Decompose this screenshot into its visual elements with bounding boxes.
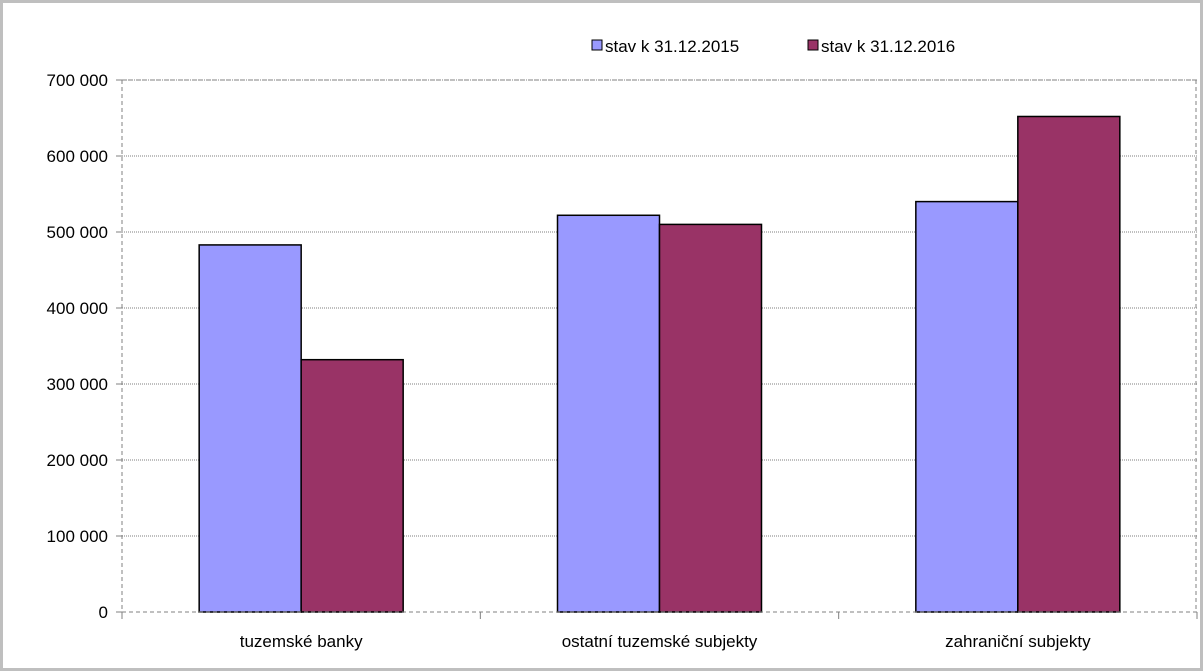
legend-swatch-2 [807,39,819,51]
legend-label-1: stav k 31.12.2015 [605,37,739,56]
bar-2-1 [300,358,404,613]
y-tick-label: 400 000 [47,299,108,318]
bar-2-2 [658,223,763,613]
y-tick-label: 600 000 [47,147,108,166]
y-tick-label: 200 000 [47,451,108,470]
legend-swatch-1 [591,39,603,51]
y-tick-label: 100 000 [47,527,108,546]
bar-1-1 [198,244,302,613]
bar-2-3 [1017,115,1121,613]
x-tick-label: ostatní tuzemské subjekty [562,632,758,651]
y-tick-label: 700 000 [47,71,108,90]
x-tick-label: tuzemské banky [240,632,363,651]
y-tick-label: 300 000 [47,375,108,394]
legend: stav k 31.12.2015 stav k 31.12.2016 [591,37,955,56]
bar-1-2 [556,214,661,613]
x-tick-label: zahraniční subjekty [945,632,1091,651]
legend-label-2: stav k 31.12.2016 [821,37,955,56]
y-axis: 0 100 000 200 000 300 000 400 000 500 000 600 … [47,71,1197,622]
y-tick-label: 500 000 [47,223,108,242]
y-tick-label: 0 [99,603,108,622]
x-axis: tuzemské banky ostatní tuzemské subjekty z… [121,611,1198,651]
bar-1-3 [915,200,1019,613]
bars [198,115,1121,613]
